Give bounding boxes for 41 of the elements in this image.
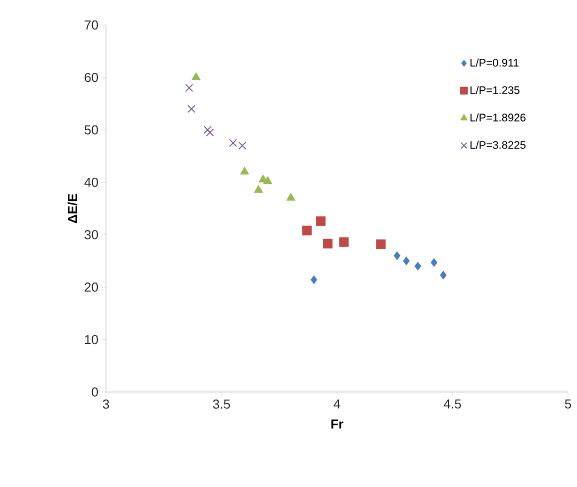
point (430, 258, 438, 267)
point (192, 72, 201, 80)
point (402, 256, 410, 266)
point (204, 126, 212, 134)
x-axis-title: Fr (331, 420, 344, 428)
point (240, 166, 250, 174)
point (229, 138, 238, 147)
x-tick-label: 4 (334, 400, 340, 408)
legend-label: L/P=0.911 (470, 58, 519, 67)
point (206, 128, 214, 136)
point (187, 104, 196, 113)
point (376, 239, 386, 249)
y-tick-label: 20 (84, 282, 98, 292)
point (316, 216, 326, 226)
x-tick-label: 3 (102, 400, 110, 409)
point (302, 226, 312, 236)
legend-label: L/P=1.235 (470, 86, 520, 94)
y-tick-label: 10 (85, 334, 98, 344)
y-tick-label: 30 (84, 230, 98, 240)
y-tick-label: 60 (84, 72, 98, 82)
point (254, 184, 263, 193)
legend-label: L/P=1.8926 (470, 113, 526, 122)
y-tick-label: 70 (84, 20, 98, 30)
point (286, 192, 296, 201)
point (414, 262, 422, 271)
y-axis-title: ΔE/E (68, 194, 78, 224)
point (339, 237, 349, 247)
point (394, 251, 400, 260)
x-tick-label: 5 (564, 400, 572, 409)
x-tick-label: 4.5 (444, 400, 461, 409)
y-tick-label: 0 (92, 387, 98, 397)
point (322, 238, 333, 248)
y-tick-label: 40 (84, 178, 98, 187)
point (310, 275, 318, 284)
legend-label: L/P=3.8225 (470, 140, 526, 149)
y-tick-label: 50 (84, 125, 98, 134)
point (263, 176, 272, 184)
point (238, 142, 246, 150)
point (185, 84, 194, 92)
x-tick-label: 3.5 (213, 400, 230, 409)
point (440, 270, 447, 280)
